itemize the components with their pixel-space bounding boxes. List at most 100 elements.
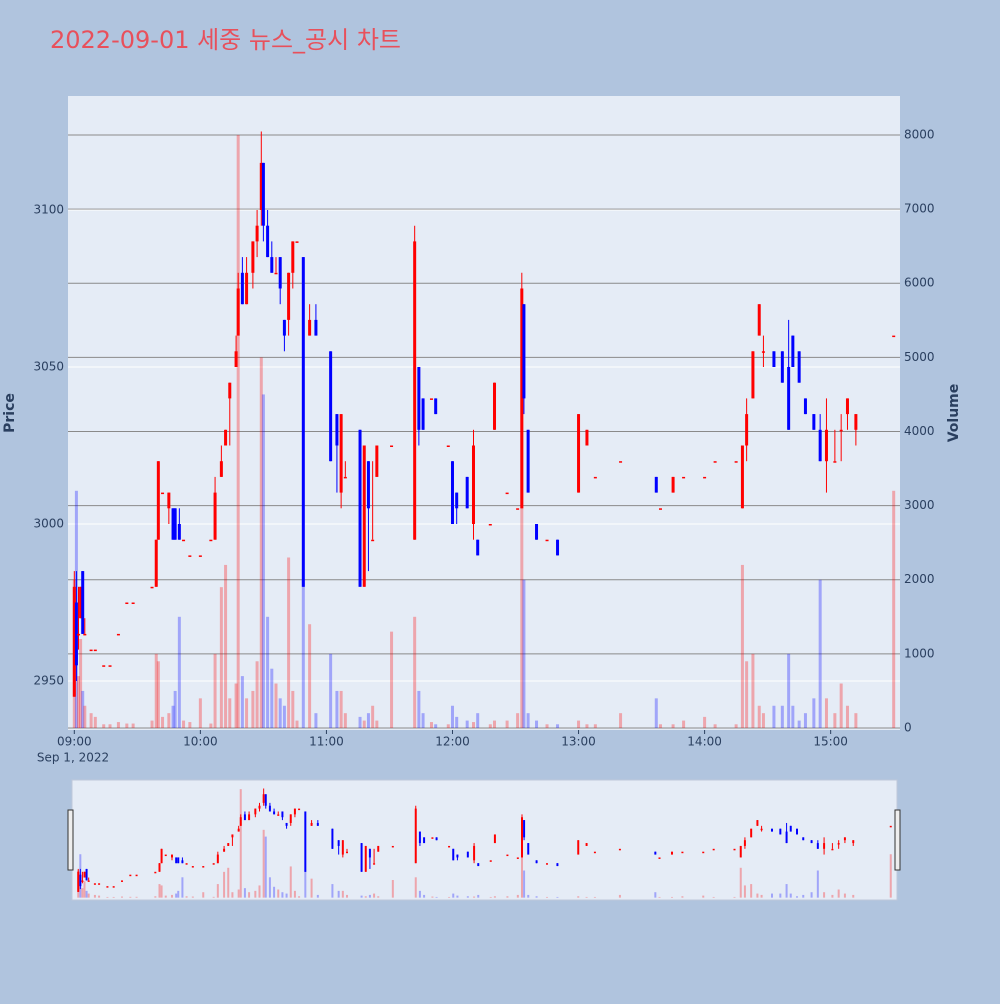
candle-body (556, 863, 559, 867)
candle-body (293, 808, 296, 815)
candle-body (810, 840, 813, 844)
candle-body (446, 445, 450, 448)
candle-body (360, 843, 363, 872)
candle-body (751, 351, 755, 399)
volume-bar (556, 724, 560, 728)
volume-bar (520, 357, 524, 728)
candle-body (740, 445, 744, 509)
volume-bar (177, 890, 180, 898)
volume-bar (295, 720, 299, 728)
volume-bar (224, 564, 228, 728)
candle-body (812, 414, 816, 430)
volume-bar (390, 631, 394, 728)
candle-body (658, 508, 662, 510)
volume-bar (234, 683, 238, 728)
volume-bar (362, 720, 366, 728)
candle-body (522, 304, 526, 399)
candle-body (202, 866, 205, 868)
volume-bar (112, 896, 115, 898)
volume-bar (371, 705, 375, 728)
candle-body (760, 828, 763, 831)
range-handle[interactable] (894, 809, 901, 871)
candle-body (93, 649, 97, 652)
volume-bar (452, 893, 455, 898)
candle-body (658, 857, 661, 859)
volume-bar (523, 870, 526, 898)
volume-bar (471, 722, 475, 728)
volume-bar (237, 889, 240, 898)
candle-body (837, 843, 840, 845)
volume-bar (81, 888, 84, 898)
volume-bar (734, 724, 738, 728)
volume-bar (889, 854, 892, 898)
volume-bar (245, 698, 249, 728)
y2-tick-label: 1000 (904, 646, 935, 660)
candle-body (93, 883, 96, 885)
volume-bar (789, 893, 792, 898)
volume-bar (228, 698, 232, 728)
volume-bar (654, 892, 657, 898)
volume-bar (281, 892, 284, 898)
volume-bar (477, 894, 480, 898)
candle-body (248, 814, 251, 821)
volume-bar (135, 896, 138, 898)
y2-tick-label: 8000 (904, 127, 935, 141)
candle-body (523, 820, 526, 838)
candle-body (477, 863, 480, 867)
candle-body (112, 886, 115, 888)
volume-bar (202, 892, 205, 898)
volume-bar (702, 895, 705, 898)
volume-bar (465, 720, 469, 728)
volume-bar (522, 579, 526, 728)
candle-body (83, 871, 86, 878)
candle-body (301, 257, 305, 587)
volume-bar (293, 890, 296, 898)
candle-body (431, 837, 434, 839)
volume-bar (316, 894, 319, 898)
range-handle[interactable] (67, 809, 74, 871)
candle-body (789, 825, 792, 832)
x-tick-label: 10:00 (183, 735, 218, 749)
volume-bar (413, 616, 417, 728)
y2-tick-label: 0 (904, 720, 912, 734)
volume-bar (816, 870, 819, 898)
volume-bar (506, 896, 509, 898)
candle-body (739, 845, 742, 858)
candle-body (185, 863, 188, 865)
volume-bar (240, 676, 244, 728)
volume-bar (298, 896, 301, 898)
candle-body (245, 272, 249, 305)
volume-bar (713, 724, 717, 728)
candle-body (619, 461, 623, 463)
candle-body (209, 539, 213, 542)
candle-body (83, 633, 87, 636)
plot-area (68, 96, 900, 730)
volume-bar (266, 616, 270, 728)
volume-bar (259, 357, 263, 728)
volume-bar (261, 394, 265, 728)
candle-body (237, 828, 240, 832)
candle-body (516, 508, 520, 510)
volume-bar (516, 713, 520, 728)
volume-bar (761, 713, 765, 728)
candle-body (231, 834, 234, 838)
candle-body (465, 476, 469, 509)
volume-bar (277, 889, 280, 898)
candle-body (266, 225, 270, 258)
candle-body (108, 665, 112, 667)
volume-bar (489, 896, 492, 898)
volume-bar (843, 893, 846, 898)
volume-bar (466, 896, 469, 898)
range-slider[interactable] (71, 779, 898, 901)
volume-bar (116, 722, 120, 728)
volume-bar (823, 892, 826, 898)
chart-title: 2022-09-01 세중 뉴스_공시 차트 (50, 26, 401, 54)
candle-body (682, 476, 686, 479)
volume-bar (791, 705, 795, 728)
volume-bar (331, 884, 334, 898)
x-tick-label: 15:00 (813, 735, 848, 749)
volume-bar (175, 893, 178, 898)
candle-body (831, 848, 834, 851)
candle-body (77, 871, 80, 892)
